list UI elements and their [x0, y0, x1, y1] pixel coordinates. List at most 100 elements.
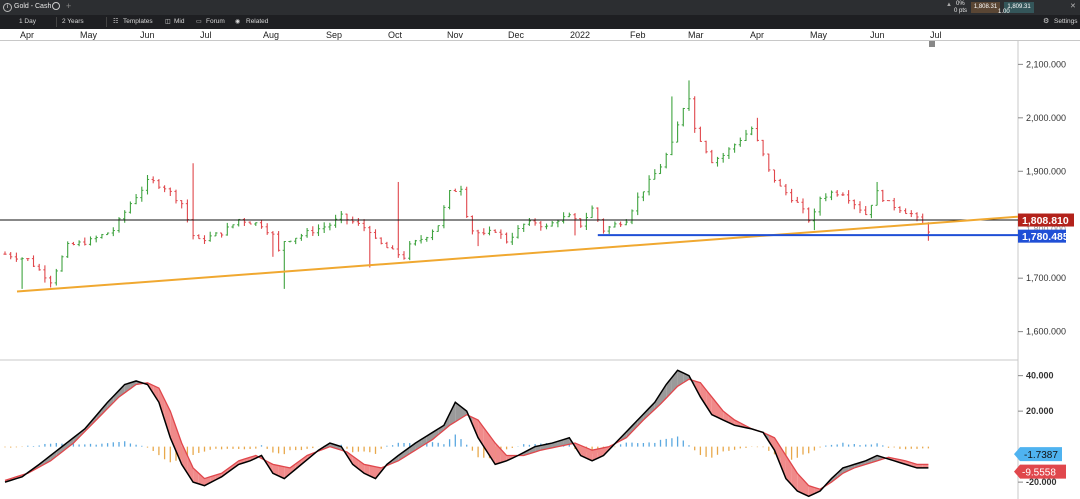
macd-fill-segment	[290, 463, 296, 474]
ohlc-bar	[550, 220, 554, 227]
ohlc-bar	[898, 206, 902, 214]
ohlc-bar	[100, 233, 104, 239]
ohlc-bar	[83, 237, 87, 246]
macd-fill-segment	[580, 445, 587, 459]
info-icon[interactable]: i	[3, 3, 12, 12]
ohlc-bar	[379, 237, 383, 245]
ohlc-bar	[715, 156, 720, 167]
ohlc-bar	[88, 236, 93, 246]
macd-fill-segment	[364, 464, 370, 476]
ohlc-bar	[3, 251, 7, 255]
ohlc-bar	[487, 226, 492, 236]
search-icon[interactable]	[52, 2, 60, 10]
ohlc-bar	[140, 186, 144, 202]
price-chart[interactable]: Apr May Jun Jul Aug Sep Oct Nov Dec 2022 Feb Mar Apr…	[0, 29, 1080, 499]
macd-fill-segment	[586, 447, 593, 461]
ohlc-bar	[670, 96, 674, 156]
macd-fill-segment	[398, 451, 404, 461]
ohlc-bar	[43, 265, 47, 283]
macd-fill-segment	[791, 464, 798, 491]
macd-fill-segment	[107, 396, 114, 409]
macd-fill-segment	[632, 420, 638, 432]
current-price-label-bg	[1018, 213, 1074, 227]
related-button[interactable]: Related	[246, 18, 269, 25]
ohlc-bar	[402, 251, 406, 260]
macd-fill-segment	[198, 473, 205, 486]
ohlc-bar	[134, 194, 138, 205]
event-marker	[929, 41, 935, 47]
templates-button[interactable]: Templates	[123, 18, 153, 25]
close-icon[interactable]: ✕	[1070, 3, 1076, 10]
ohlc-bar	[419, 235, 423, 244]
macd-fill-segment	[272, 464, 279, 476]
macd-fill-segment	[62, 442, 68, 452]
change-pts: 0 pts	[954, 8, 968, 14]
ohlc-bar	[619, 221, 623, 227]
ohlc-bar	[767, 153, 771, 172]
ohlc-bar	[299, 233, 303, 241]
macd-fill-segment	[780, 446, 786, 479]
ohlc-bar	[128, 201, 132, 214]
ohlc-bar	[864, 206, 868, 216]
ohlc-bar	[567, 212, 571, 218]
settings-icon: ⚙	[1043, 18, 1050, 25]
macd-fill-segment	[176, 427, 182, 465]
ohlc-bar	[693, 96, 697, 133]
macd-fill-segment	[637, 414, 644, 426]
macd-fill-segment	[301, 455, 308, 465]
x-tick-label: Nov	[447, 30, 464, 40]
ohlc-bar	[54, 268, 58, 286]
instrument-bar: i Gold - Cash + ▲ 0% 0 pts 1,808.31 1,80…	[0, 0, 1080, 15]
interval-select[interactable]: 1 Day	[19, 18, 36, 25]
ohlc-bar	[698, 126, 702, 142]
macd-fill-segment	[193, 467, 199, 484]
price-tick-label: 1,600.000	[1026, 327, 1066, 337]
ohlc-bar	[527, 217, 531, 226]
x-tick-label: Aug	[263, 30, 279, 40]
ohlc-bar	[220, 232, 224, 238]
price-tick-label: 1,700.000	[1026, 273, 1066, 283]
macd-fill-segment	[50, 451, 57, 461]
buy-button[interactable]: 1,809.31	[1004, 2, 1034, 13]
ohlc-bar	[430, 229, 435, 241]
add-tab-icon[interactable]: +	[66, 1, 72, 11]
x-tick-label: Mar	[688, 30, 704, 40]
ohlc-bar	[647, 175, 651, 196]
ohlc-bar	[111, 227, 115, 237]
ohlc-bar	[26, 258, 30, 262]
ohlc-bar	[824, 193, 828, 202]
forum-button[interactable]: Forum	[206, 18, 225, 25]
ohlc-bar	[408, 241, 412, 261]
ohlc-bar	[157, 179, 161, 189]
x-tick-label: Jul	[200, 30, 212, 40]
macd-fill-segment	[404, 447, 410, 458]
ohlc-bar	[687, 80, 691, 111]
price-tick-label: 1,900.000	[1026, 166, 1066, 176]
ohlc-bar	[733, 143, 737, 153]
ohlc-bar	[168, 187, 172, 196]
macd-fill-segment	[837, 467, 843, 478]
ohlc-bar	[784, 183, 788, 196]
macd-fill-segment	[768, 435, 775, 451]
ohlc-bar	[750, 126, 754, 136]
sell-button[interactable]: 1,808.31	[971, 2, 1000, 13]
x-tick-label: 2022	[570, 30, 590, 40]
related-icon: ◉	[235, 19, 241, 25]
signal-line	[4, 378, 929, 490]
macd-fill-segment	[803, 479, 809, 497]
range-select[interactable]: 2 Years	[62, 18, 84, 25]
macd-fill-segment	[717, 404, 724, 421]
macd-value-text: -9.5558	[1022, 468, 1056, 479]
ohlc-bar	[562, 212, 566, 224]
ohlc-bar	[242, 218, 246, 226]
mid-button[interactable]: Mid	[174, 18, 185, 25]
ohlc-bar	[442, 205, 446, 229]
ohlc-bar	[704, 140, 708, 154]
settings-button[interactable]: Settings	[1054, 18, 1078, 25]
ohlc-bar	[721, 152, 725, 163]
ohlc-bar	[385, 241, 389, 249]
ohlc-bar	[533, 218, 537, 226]
macd-fill-segment	[626, 425, 632, 438]
ohlc-bar	[9, 252, 13, 260]
ohlc-bar	[470, 215, 474, 235]
